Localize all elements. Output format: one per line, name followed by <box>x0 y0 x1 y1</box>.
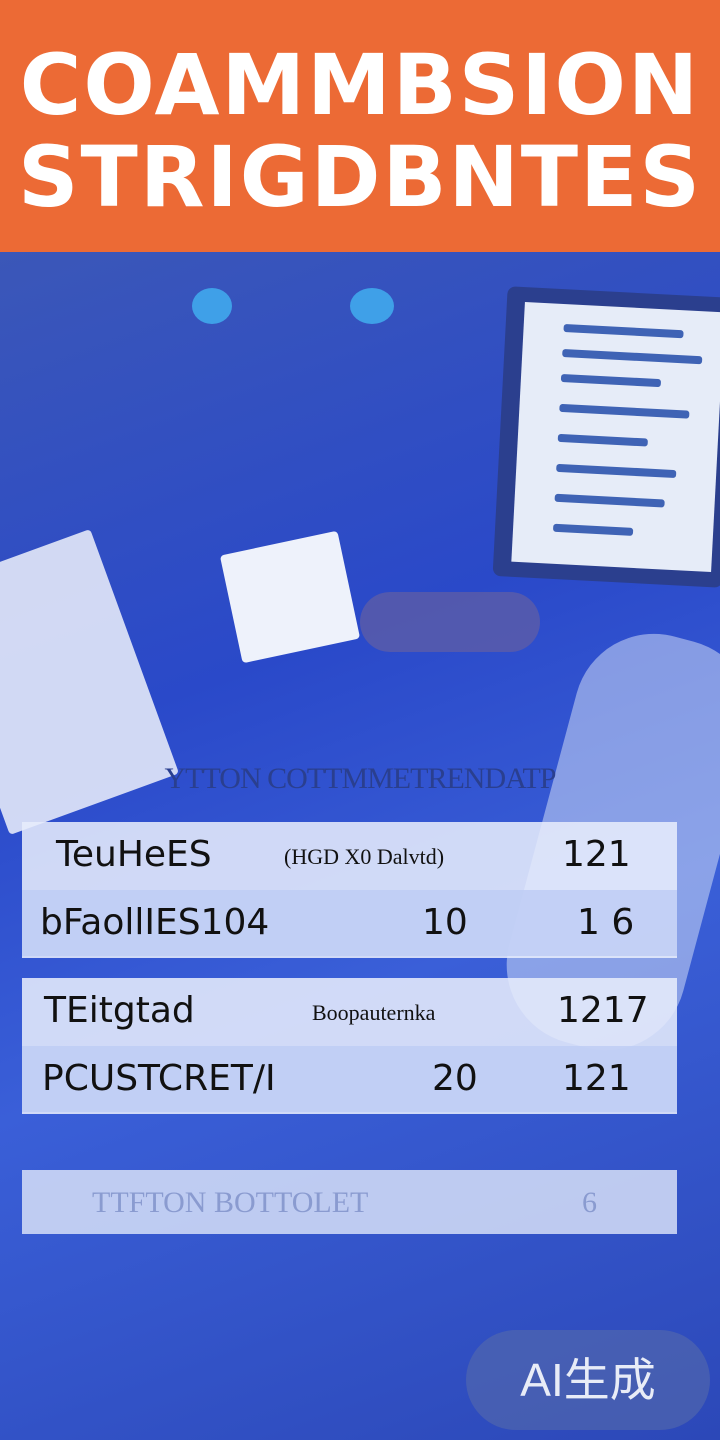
table-1: TeuHeES (HGD X0 Dalvtd) 121 bFaollIES104… <box>22 822 677 958</box>
dot-illustration <box>350 288 394 324</box>
row-label: PCUSTCRET/I <box>42 1058 276 1099</box>
hands-illustration <box>360 592 540 652</box>
table-row: TEitgtad Boopauternka 1217 <box>22 978 677 1044</box>
table-row: PCUSTCRET/I 20 121 <box>22 1046 677 1112</box>
monitor-screen <box>511 301 720 573</box>
row-right-value: 121 <box>562 834 631 875</box>
row-label: bFaollIES104 <box>40 902 270 943</box>
section-caption: YTTON COTTMMETRENDATP <box>164 762 557 795</box>
row-value: 20 <box>432 1058 478 1099</box>
table-row: bFaollIES104 10 1 6 <box>22 890 677 956</box>
ai-generated-watermark: AI生成 <box>466 1330 710 1430</box>
footer-right-value: 6 <box>582 1186 597 1219</box>
row-note: Boopauternka <box>312 1000 436 1025</box>
footer-label: TTFTON BOTTOLET <box>92 1186 369 1219</box>
dot-illustration <box>192 288 232 324</box>
paper-illustration <box>219 530 361 664</box>
row-right-value: 1217 <box>557 990 649 1031</box>
title-line-2: STRIGDBNTES <box>18 128 702 226</box>
table-2: TEitgtad Boopauternka 1217 PCUSTCRET/I 2… <box>22 978 677 1114</box>
row-value: 10 <box>422 902 468 943</box>
title-line-1: COAMMBSION <box>19 36 701 134</box>
row-right-value: 1 6 <box>577 902 635 943</box>
footer-bar: TTFTON BOTTOLET 6 <box>22 1170 677 1234</box>
table-row: TeuHeES (HGD X0 Dalvtd) 121 <box>22 822 677 888</box>
row-right-value: 121 <box>562 1058 631 1099</box>
row-label: TEitgtad <box>44 990 195 1031</box>
row-note: (HGD X0 Dalvtd) <box>284 844 445 869</box>
row-label: TeuHeES <box>56 834 212 875</box>
title-banner: COAMMBSION STRIGDBNTES <box>0 0 720 252</box>
